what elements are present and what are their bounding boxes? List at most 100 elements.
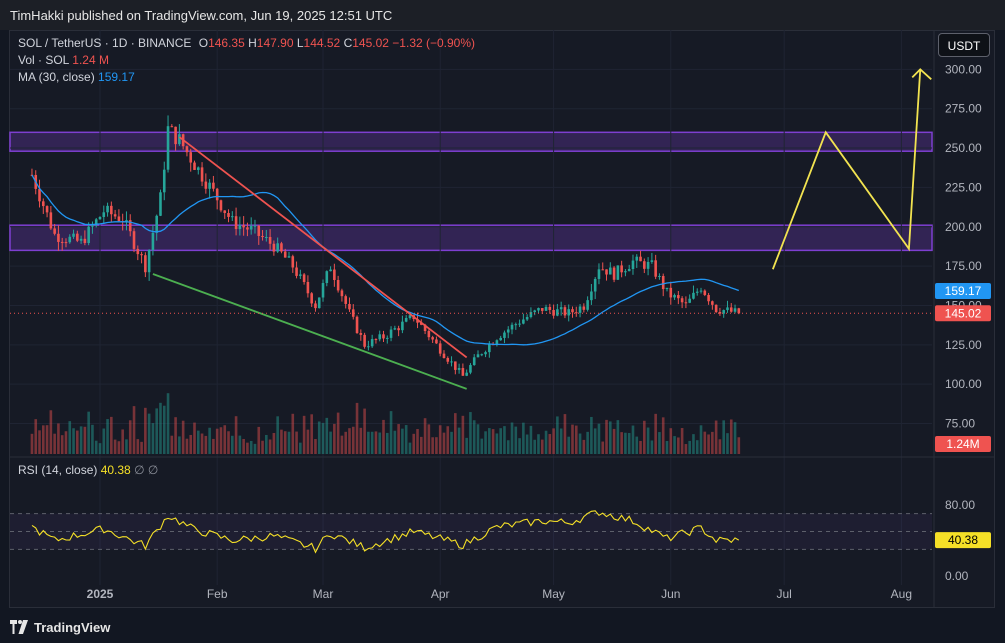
candle-body [544,306,548,311]
volume-bar [654,413,657,454]
candle-body [593,278,597,292]
volume-bar [684,444,688,454]
candle-body [401,321,404,331]
candle-body [215,188,219,201]
candle-body [624,271,627,273]
candle-body [268,237,272,244]
projection-arrowhead [911,68,932,81]
candle-body [94,219,98,226]
symbol-label[interactable]: SOL / TetherUS · 1D · BINANCE [18,36,192,50]
volume-bar [552,428,555,454]
volume-bar [57,423,60,454]
volume-bar [306,429,310,454]
candle-body [533,310,536,313]
candle-body [42,201,45,207]
candle-body [140,254,143,256]
candle-body [695,291,699,293]
candle-body [461,368,465,376]
volume-bar [159,402,162,454]
candle-body [563,307,567,316]
volume-bar [291,413,295,454]
candle-body [246,227,249,230]
volume-bar [389,411,393,454]
volume-bar [193,422,196,454]
close-label: C [343,36,353,50]
candle-body [620,265,623,273]
candle-body [677,295,680,299]
candle-body [106,205,109,213]
currency-button[interactable]: USDT [938,33,990,57]
volume-bar [548,434,552,454]
candle-body [688,298,691,303]
candle-body [321,283,325,298]
descending-resistance-line [178,136,468,359]
candle-body [578,306,582,313]
candle-body [446,358,450,362]
volume-bar [249,440,253,454]
volume-bar [385,432,389,454]
candle-body [378,334,382,340]
resistance-zone [9,224,933,252]
candle-body [692,292,695,299]
candle-body [79,238,83,241]
volume-bar [336,412,340,454]
volume-bar [722,420,725,454]
ma30-line [31,174,740,346]
volume-bar [378,432,382,454]
volume-bar [469,412,472,454]
candle-body [529,312,533,318]
candle-body [733,308,737,312]
volume-bar [544,430,548,454]
candle-body [590,291,593,301]
candle-body [408,315,412,318]
volume-bar [227,431,230,454]
volume-bar [242,438,245,454]
candle-body [495,340,499,345]
time-tick-label: Jul [777,587,792,601]
resistance-zone [9,131,933,152]
candle-body [325,271,329,284]
volume-bar [295,431,298,454]
volume-bar [94,440,98,454]
candle-body [646,261,650,269]
candle-body [393,328,397,330]
volume-bar [635,436,639,454]
volume-bar [601,441,605,454]
candle-body [45,206,49,213]
volume-bar [571,424,574,454]
candle-body [658,275,661,277]
volume-bar [317,421,321,454]
volume-bar [287,431,291,454]
candle-body [249,225,253,230]
volume-bar [714,420,718,454]
rsi-value: 40.38 [100,463,131,477]
candle-body [291,256,295,268]
candle-body [223,210,227,213]
candle-body [147,249,151,273]
volume-bar [510,422,514,454]
candle-body [488,344,491,353]
candle-body [609,267,612,275]
candle-body [113,214,117,217]
rsi-settings-icon[interactable]: ∅ ∅ [134,463,159,477]
candle-body [420,322,423,325]
ma-label[interactable]: MA (30, close) [18,70,95,84]
candle-body [348,303,351,310]
volume-bar [302,415,306,454]
candle-body [83,238,87,244]
candle-body [518,323,521,325]
volume-bar [42,425,45,454]
candle-body [299,274,302,276]
rsi-line [31,510,740,554]
volume-bar [605,419,608,454]
rsi-label[interactable]: RSI (14, close) [18,463,98,477]
candle-body [699,290,703,292]
volume-label[interactable]: Vol · SOL [18,53,69,67]
time-tick-label: Feb [207,587,228,601]
candle-body [76,233,79,241]
volume-bar [427,424,431,454]
volume-bar [665,440,669,454]
volume-bar [106,419,109,454]
candle-body [612,267,616,280]
